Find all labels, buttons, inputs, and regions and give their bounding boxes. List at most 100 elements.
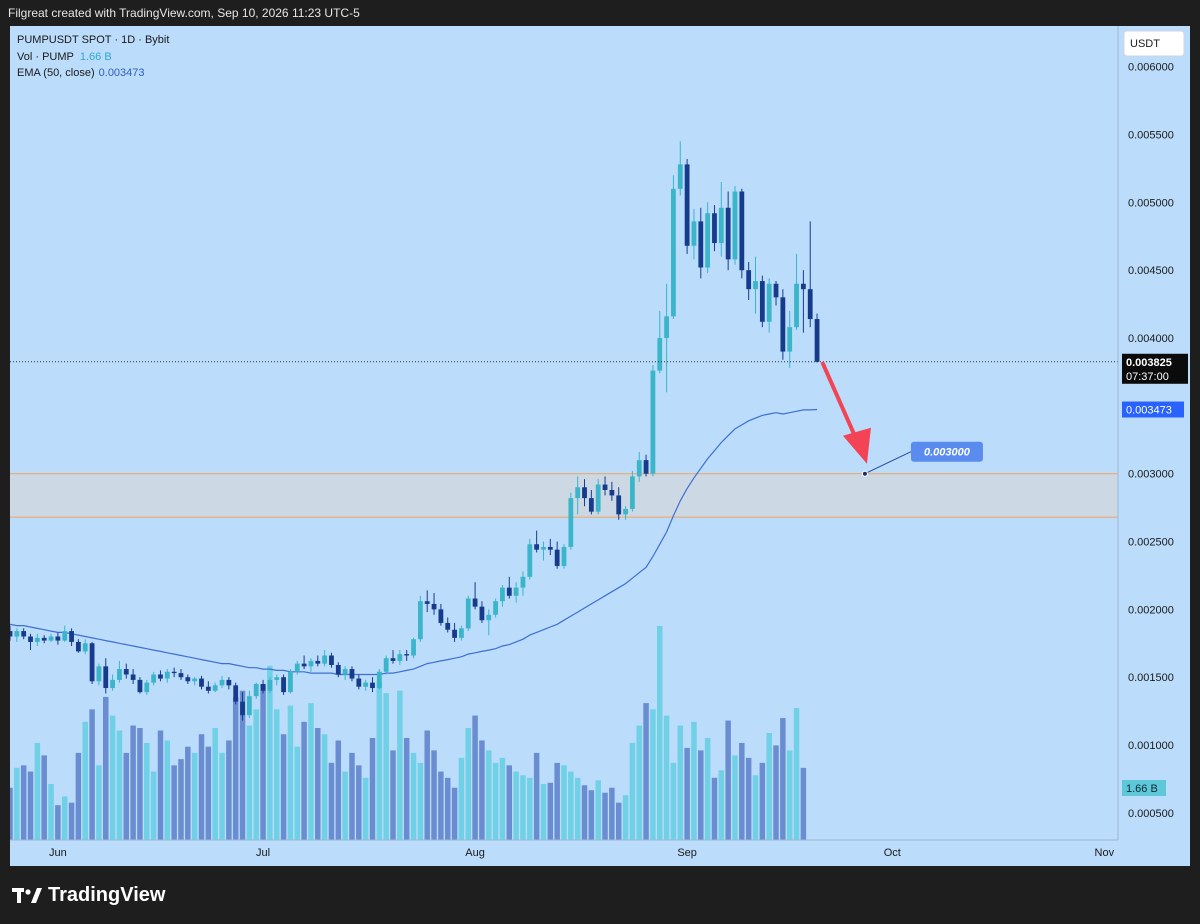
candle (103, 658, 109, 694)
candle-body (185, 677, 191, 682)
candle-body (486, 614, 492, 621)
volume-bar (581, 785, 588, 840)
candle (349, 666, 355, 682)
volume-bar (260, 684, 266, 840)
candle (465, 595, 471, 632)
candle-body (219, 679, 225, 686)
candle-body (34, 637, 40, 642)
currency-button[interactable]: USDT (1123, 30, 1185, 57)
volume-bar (89, 709, 95, 840)
volume-bar (698, 750, 704, 840)
volume-bar (349, 752, 355, 840)
price-chart[interactable]: 0.003000 0.006000 0.005500 0.005000 0.00450… (10, 26, 1190, 866)
volume-bar (171, 765, 177, 840)
candle-body (520, 576, 526, 588)
candle (62, 625, 68, 642)
candle (431, 593, 437, 615)
volume-bar (766, 733, 772, 840)
candle-body (431, 603, 437, 610)
volume-bar (219, 752, 225, 840)
candle (746, 262, 752, 301)
price-tick-label: 0.006000 (1128, 62, 1174, 74)
candle (664, 283, 669, 393)
candle-body (677, 164, 683, 189)
candle-body (465, 598, 471, 629)
chart-area[interactable]: 0.003000 0.006000 0.005500 0.005000 0.00450… (10, 26, 1190, 866)
volume-legend-row[interactable]: Vol · PUMP 1.66 B (17, 49, 169, 66)
candle (677, 141, 683, 196)
candle (301, 655, 307, 670)
annotation-arrow-head (842, 427, 871, 464)
candle (630, 470, 635, 512)
candle-body (178, 673, 184, 678)
volume-bar (780, 718, 786, 840)
volume-bar (390, 750, 396, 840)
candle (267, 677, 273, 694)
candle-body (383, 658, 389, 672)
candle (800, 270, 806, 333)
candle (96, 663, 102, 686)
candle (541, 541, 546, 561)
snapshot-caption: Filgreat created with TradingView.com, S… (8, 6, 360, 20)
candle (616, 487, 622, 520)
candle (807, 221, 813, 328)
candle (513, 582, 519, 603)
candle (520, 571, 526, 596)
candle-body (349, 669, 355, 679)
candle-body (14, 631, 20, 637)
volume-bar (527, 777, 533, 840)
price-axis (1118, 26, 1190, 866)
candle-body (171, 671, 177, 674)
candle-body (233, 685, 239, 702)
candle (41, 635, 47, 644)
candle (199, 675, 204, 690)
candle-body (315, 660, 321, 664)
candle-body (240, 701, 245, 716)
volume-bar (574, 777, 581, 840)
candle-body (158, 674, 163, 679)
candle-body (766, 283, 772, 322)
price-tick-label: 0.000500 (1128, 808, 1174, 820)
volume-bar (670, 762, 677, 840)
volume-bar (595, 780, 601, 840)
candle (506, 576, 512, 599)
tradingview-logo[interactable]: TradingView (12, 884, 165, 907)
volume-bar (274, 709, 280, 840)
candle-body (725, 207, 731, 260)
volume-bar (786, 750, 793, 840)
volume-layer (10, 626, 807, 840)
candle (233, 682, 239, 705)
volume-bar (540, 784, 547, 840)
volume-bar (328, 762, 335, 840)
candle-body (82, 643, 88, 652)
candle (110, 674, 115, 691)
ema-legend-row[interactable]: EMA (50, close) 0.003473 (17, 65, 169, 82)
candle-body (226, 679, 232, 686)
volume-bar (321, 734, 328, 840)
candle (219, 675, 225, 689)
candle-body (698, 221, 704, 268)
candle (445, 617, 451, 633)
volume-bar (410, 752, 417, 840)
volume-value-badge (1122, 780, 1166, 796)
candle-body (513, 587, 519, 596)
volume-bar (41, 755, 47, 840)
candle-body (308, 660, 314, 667)
volume-bar (451, 787, 458, 840)
symbol-line[interactable]: PUMPUSDT SPOT · 1D · Bybit (17, 34, 170, 46)
candle (794, 253, 799, 330)
candle-body (199, 678, 204, 687)
candle-body (807, 289, 813, 320)
candle-body (547, 546, 553, 550)
candle (725, 191, 731, 271)
candle-body (370, 682, 375, 689)
candle (814, 313, 820, 363)
candle-body (479, 606, 485, 621)
volume-bar (629, 742, 636, 840)
candle (705, 202, 711, 273)
candle (240, 692, 245, 721)
volume-bar (533, 752, 540, 840)
volume-bar (287, 705, 294, 840)
candle-body (459, 628, 464, 638)
volume-bar (253, 709, 259, 840)
